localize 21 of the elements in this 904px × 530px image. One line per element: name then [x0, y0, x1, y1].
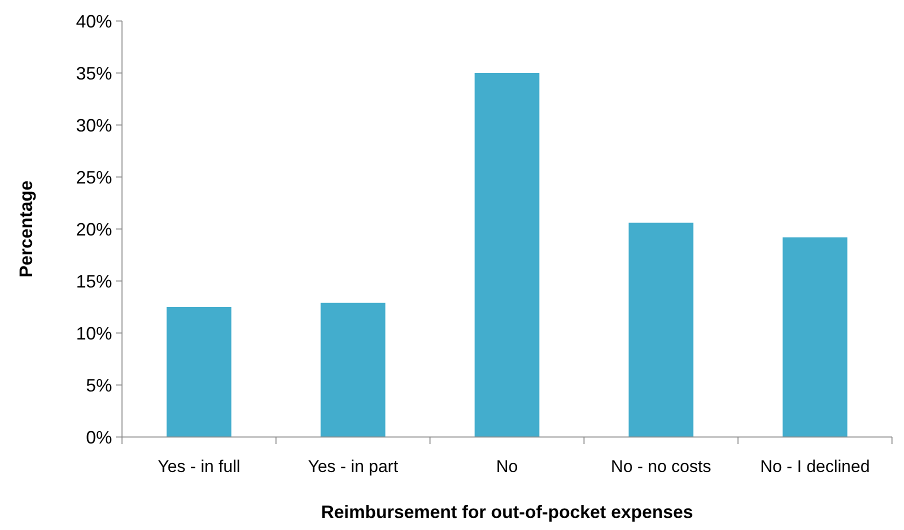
- y-tick-label: 5%: [86, 375, 112, 396]
- y-tick-label: 20%: [76, 219, 112, 240]
- bar: [166, 307, 232, 437]
- y-tick-label: 15%: [76, 271, 112, 292]
- y-tick-label: 10%: [76, 323, 112, 344]
- x-tick-label: Yes - in full: [158, 457, 240, 476]
- x-axis-title: Reimbursement for out-of-pocket expenses: [320, 502, 694, 522]
- y-axis-title: Percentage: [16, 180, 36, 278]
- bar: [320, 302, 386, 437]
- x-tick-label: No - no costs: [610, 457, 712, 476]
- y-tick-label: 0%: [86, 427, 112, 448]
- x-tick-label: Yes - in part: [308, 457, 398, 476]
- x-tick-label: No - I declined: [760, 457, 870, 476]
- y-tick-label: 40%: [76, 11, 112, 32]
- bar: [474, 73, 540, 437]
- bar: [628, 222, 694, 437]
- y-tick-label: 30%: [76, 115, 112, 136]
- y-tick-label: 25%: [76, 167, 112, 188]
- x-tick-label: No: [496, 457, 518, 476]
- y-tick-label: 35%: [76, 63, 112, 84]
- bar: [782, 237, 848, 437]
